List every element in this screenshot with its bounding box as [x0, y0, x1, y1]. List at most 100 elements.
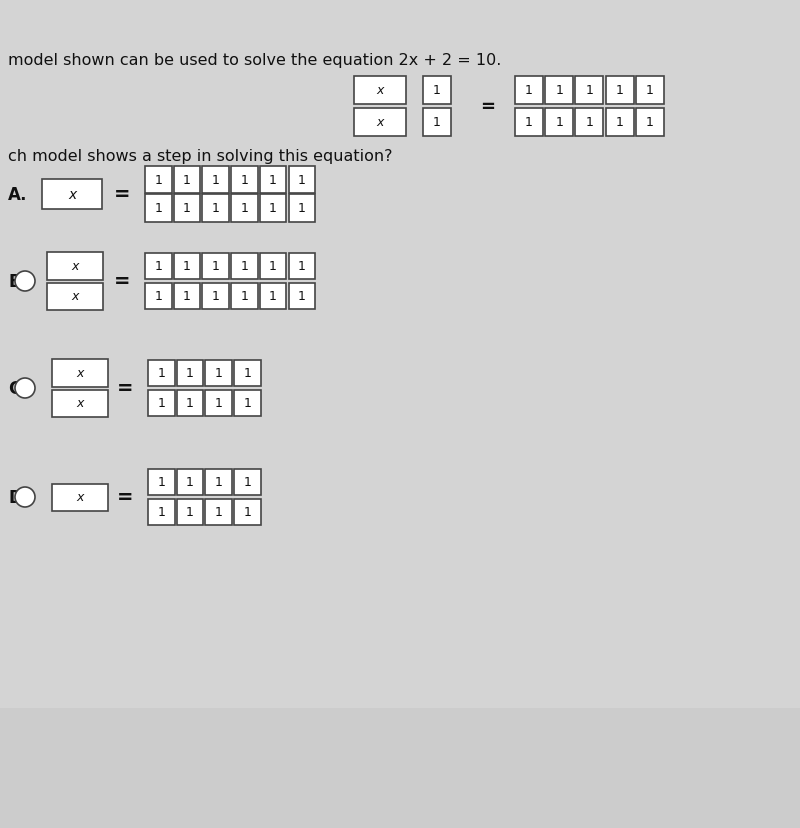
Bar	[174, 167, 200, 195]
Bar	[145, 284, 171, 310]
Text: 1: 1	[212, 202, 219, 215]
Text: 1: 1	[154, 290, 162, 303]
Text: 1: 1	[154, 260, 162, 273]
Bar	[231, 253, 258, 280]
Text: 1: 1	[183, 174, 191, 187]
Bar	[354, 108, 406, 137]
Bar	[636, 108, 664, 137]
Text: 1: 1	[298, 174, 306, 187]
Bar	[47, 253, 103, 280]
Bar	[234, 469, 261, 495]
Text: =: =	[114, 185, 130, 205]
Bar	[289, 167, 315, 195]
Text: x: x	[68, 188, 76, 202]
Bar	[52, 390, 108, 417]
Text: 1: 1	[241, 202, 248, 215]
Text: 1: 1	[186, 506, 194, 519]
Bar	[231, 195, 258, 222]
Bar	[289, 284, 315, 310]
Bar	[423, 108, 451, 137]
Bar	[177, 499, 203, 525]
Text: 1: 1	[212, 174, 219, 187]
Text: B.: B.	[8, 272, 27, 291]
Bar	[42, 180, 102, 209]
Bar	[575, 108, 603, 137]
Bar	[148, 391, 174, 416]
Text: ch model shows a step in solving this equation?: ch model shows a step in solving this eq…	[8, 149, 393, 164]
Bar	[0, 164, 800, 217]
Bar	[206, 499, 232, 525]
Bar	[177, 360, 203, 387]
Bar	[145, 195, 171, 222]
Circle shape	[15, 378, 35, 398]
Text: =: =	[117, 488, 134, 507]
Bar	[289, 195, 315, 222]
Bar	[202, 167, 229, 195]
Bar	[177, 469, 203, 495]
Text: x: x	[376, 84, 384, 98]
Text: 1: 1	[646, 117, 654, 129]
Bar	[606, 77, 634, 105]
Circle shape	[15, 272, 35, 291]
Bar	[202, 195, 229, 222]
Text: 1: 1	[241, 174, 248, 187]
Text: 1: 1	[586, 84, 594, 98]
Text: 1: 1	[525, 117, 533, 129]
Text: 1: 1	[186, 397, 194, 410]
Text: 1: 1	[158, 367, 165, 380]
Text: 1: 1	[214, 367, 222, 380]
Bar	[52, 484, 108, 511]
Text: C.: C.	[8, 379, 26, 397]
Bar	[606, 108, 634, 137]
Text: 1: 1	[269, 260, 277, 273]
Bar	[148, 499, 174, 525]
Text: 1: 1	[183, 202, 191, 215]
Text: 1: 1	[158, 506, 165, 519]
Text: 1: 1	[525, 84, 533, 98]
Text: 1: 1	[154, 202, 162, 215]
Circle shape	[15, 488, 35, 508]
Text: 1: 1	[241, 290, 248, 303]
Bar	[202, 253, 229, 280]
Bar	[234, 360, 261, 387]
Text: 1: 1	[269, 202, 277, 215]
Text: 1: 1	[214, 476, 222, 489]
Text: 1: 1	[646, 84, 654, 98]
Text: 1: 1	[555, 84, 563, 98]
Bar	[636, 77, 664, 105]
Text: =: =	[114, 272, 130, 291]
Text: 1: 1	[616, 117, 623, 129]
Bar	[354, 77, 406, 105]
Bar	[546, 108, 573, 137]
Bar	[206, 360, 232, 387]
Text: 1: 1	[214, 397, 222, 410]
Text: 1: 1	[243, 506, 251, 519]
Text: 1: 1	[212, 260, 219, 273]
Text: 1: 1	[243, 367, 251, 380]
Text: 1: 1	[212, 290, 219, 303]
Text: x: x	[76, 491, 84, 504]
Text: =: =	[481, 98, 495, 116]
Bar	[260, 253, 286, 280]
Bar	[260, 167, 286, 195]
Text: 1: 1	[555, 117, 563, 129]
Bar	[206, 469, 232, 495]
Bar	[177, 391, 203, 416]
Text: x: x	[376, 117, 384, 129]
Text: 1: 1	[183, 260, 191, 273]
Bar	[0, 0, 800, 708]
Bar	[174, 195, 200, 222]
Bar	[234, 499, 261, 525]
Text: 1: 1	[298, 290, 306, 303]
Bar	[515, 108, 543, 137]
Text: D.: D.	[8, 489, 28, 507]
Text: 1: 1	[298, 260, 306, 273]
Text: 1: 1	[158, 476, 165, 489]
Text: 1: 1	[433, 84, 441, 98]
Bar	[234, 391, 261, 416]
Text: =: =	[117, 379, 134, 398]
Text: model shown can be used to solve the equation 2x + 2 = 10.: model shown can be used to solve the equ…	[8, 54, 502, 69]
Text: 1: 1	[269, 174, 277, 187]
Bar	[206, 391, 232, 416]
Text: x: x	[76, 397, 84, 410]
